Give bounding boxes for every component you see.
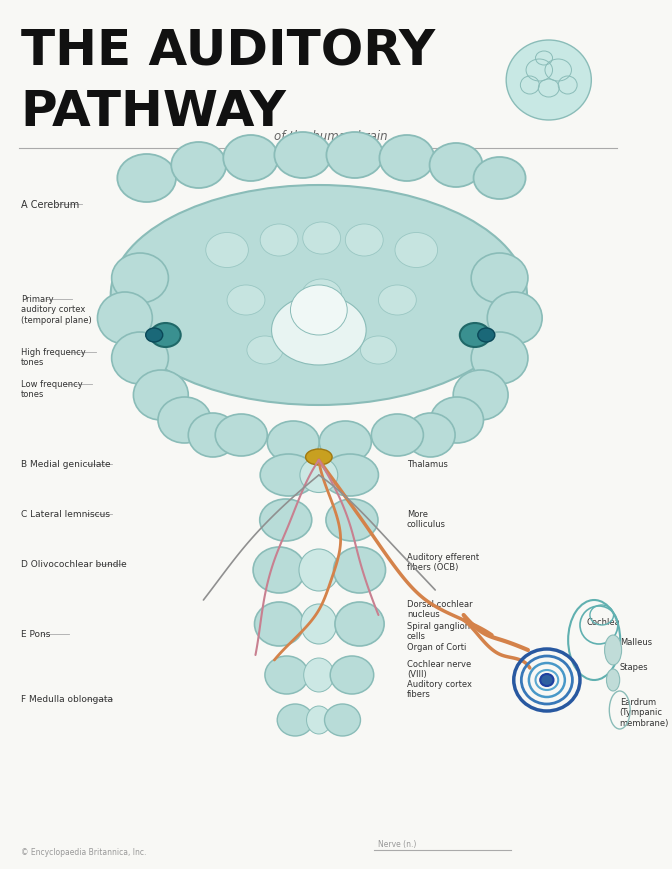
Text: A Cerebrum: A Cerebrum bbox=[21, 200, 79, 210]
Text: PATHWAY: PATHWAY bbox=[21, 88, 287, 136]
Text: Auditory cortex
fibers: Auditory cortex fibers bbox=[407, 680, 472, 700]
Ellipse shape bbox=[326, 499, 378, 541]
Ellipse shape bbox=[322, 454, 378, 496]
Ellipse shape bbox=[97, 292, 153, 344]
Ellipse shape bbox=[265, 656, 308, 694]
Ellipse shape bbox=[151, 323, 181, 347]
Text: © Encyclopaedia Britannica, Inc.: © Encyclopaedia Britannica, Inc. bbox=[21, 848, 146, 857]
Text: Auditory efferent
fibers (OCB): Auditory efferent fibers (OCB) bbox=[407, 553, 479, 573]
Ellipse shape bbox=[215, 414, 267, 456]
Ellipse shape bbox=[206, 233, 249, 268]
Ellipse shape bbox=[299, 549, 339, 591]
Ellipse shape bbox=[429, 143, 482, 187]
Ellipse shape bbox=[158, 397, 211, 443]
Ellipse shape bbox=[271, 295, 366, 365]
Text: Malleus: Malleus bbox=[620, 638, 652, 647]
Ellipse shape bbox=[471, 332, 528, 384]
Text: More
colliculus: More colliculus bbox=[407, 510, 446, 529]
Ellipse shape bbox=[506, 40, 591, 120]
Text: Dorsal cochlear
nucleus: Dorsal cochlear nucleus bbox=[407, 600, 472, 620]
Text: B Medial geniculate: B Medial geniculate bbox=[21, 460, 110, 469]
Text: of the human brain: of the human brain bbox=[274, 130, 388, 143]
Ellipse shape bbox=[303, 333, 341, 363]
Text: Primary
auditory cortex
(temporal plane): Primary auditory cortex (temporal plane) bbox=[21, 295, 91, 325]
Ellipse shape bbox=[333, 547, 386, 593]
Ellipse shape bbox=[223, 135, 278, 181]
Ellipse shape bbox=[303, 222, 341, 254]
Ellipse shape bbox=[395, 233, 437, 268]
Ellipse shape bbox=[487, 292, 542, 344]
Ellipse shape bbox=[378, 285, 416, 315]
Text: High frequency
tones: High frequency tones bbox=[21, 348, 85, 368]
Ellipse shape bbox=[327, 132, 383, 178]
Ellipse shape bbox=[259, 499, 312, 541]
Ellipse shape bbox=[474, 157, 526, 199]
Ellipse shape bbox=[227, 285, 265, 315]
Ellipse shape bbox=[134, 370, 188, 420]
Ellipse shape bbox=[112, 253, 169, 303]
Ellipse shape bbox=[372, 414, 423, 456]
Text: Cochlea: Cochlea bbox=[587, 618, 620, 627]
Ellipse shape bbox=[111, 185, 527, 405]
Text: Stapes: Stapes bbox=[620, 663, 648, 672]
Ellipse shape bbox=[306, 706, 331, 734]
Ellipse shape bbox=[118, 154, 176, 202]
Ellipse shape bbox=[146, 328, 163, 342]
Text: Organ of Corti: Organ of Corti bbox=[407, 643, 466, 652]
Text: Cochlear nerve
(VIII): Cochlear nerve (VIII) bbox=[407, 660, 471, 680]
Ellipse shape bbox=[605, 635, 622, 665]
Ellipse shape bbox=[247, 336, 283, 364]
Ellipse shape bbox=[302, 279, 341, 311]
Ellipse shape bbox=[301, 604, 337, 644]
Ellipse shape bbox=[325, 704, 360, 736]
Ellipse shape bbox=[406, 413, 455, 457]
Ellipse shape bbox=[431, 397, 483, 443]
Text: F Medulla oblongata: F Medulla oblongata bbox=[21, 695, 113, 704]
Ellipse shape bbox=[171, 142, 226, 188]
Ellipse shape bbox=[319, 421, 372, 463]
Text: C Lateral lemniscus: C Lateral lemniscus bbox=[21, 510, 110, 519]
Ellipse shape bbox=[304, 658, 334, 692]
Text: Spiral ganglion
cells: Spiral ganglion cells bbox=[407, 622, 470, 641]
Text: THE AUDITORY: THE AUDITORY bbox=[21, 28, 435, 76]
Ellipse shape bbox=[188, 413, 237, 457]
Ellipse shape bbox=[606, 669, 620, 691]
Ellipse shape bbox=[335, 602, 384, 646]
Ellipse shape bbox=[290, 285, 347, 335]
Ellipse shape bbox=[278, 704, 313, 736]
Ellipse shape bbox=[300, 457, 338, 493]
Ellipse shape bbox=[260, 454, 317, 496]
Ellipse shape bbox=[360, 336, 396, 364]
Ellipse shape bbox=[460, 323, 490, 347]
Ellipse shape bbox=[471, 253, 528, 303]
Ellipse shape bbox=[274, 132, 331, 178]
Text: D Olivocochlear bundle: D Olivocochlear bundle bbox=[21, 560, 126, 569]
Ellipse shape bbox=[253, 547, 305, 593]
Ellipse shape bbox=[112, 332, 169, 384]
Text: E Pons: E Pons bbox=[21, 630, 50, 639]
Ellipse shape bbox=[330, 656, 374, 694]
Text: Nerve (n.): Nerve (n.) bbox=[378, 840, 417, 849]
Ellipse shape bbox=[306, 449, 332, 465]
Ellipse shape bbox=[267, 421, 319, 463]
Ellipse shape bbox=[453, 370, 508, 420]
Text: Low frequency
tones: Low frequency tones bbox=[21, 380, 83, 400]
Text: Eardrum
(Tympanic
membrane): Eardrum (Tympanic membrane) bbox=[620, 698, 669, 728]
Ellipse shape bbox=[260, 224, 298, 256]
Ellipse shape bbox=[540, 674, 554, 686]
Ellipse shape bbox=[255, 602, 304, 646]
Text: Thalamus: Thalamus bbox=[407, 460, 448, 469]
Ellipse shape bbox=[345, 224, 383, 256]
Ellipse shape bbox=[478, 328, 495, 342]
Ellipse shape bbox=[380, 135, 434, 181]
